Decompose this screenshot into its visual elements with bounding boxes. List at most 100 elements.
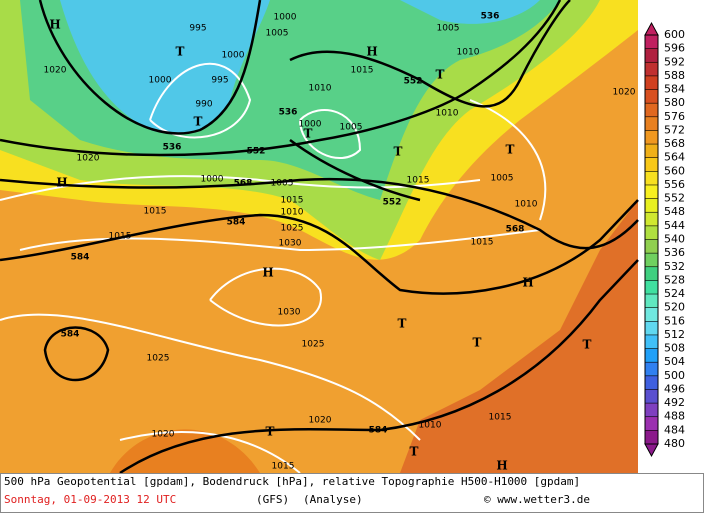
- colorbar-cell: [645, 89, 658, 104]
- colorbar-cell: [645, 171, 658, 186]
- contour-label: 1025: [147, 354, 170, 364]
- pressure-center: T: [194, 115, 203, 129]
- contour-label: 1015: [272, 462, 295, 472]
- colorbar-label: 532: [664, 260, 685, 273]
- colorbar-cell: [645, 225, 658, 240]
- contour-label: 1000: [274, 13, 297, 23]
- caption-date: Sonntag, 01-09-2013 12 UTC: [4, 493, 176, 506]
- colorbar-label: 504: [664, 355, 685, 368]
- colorbar-cell: [645, 35, 658, 50]
- contour-label: 1005: [266, 29, 289, 39]
- contour-label: 1000: [299, 120, 322, 130]
- contour-label: 1000: [222, 51, 245, 61]
- colorbar-label: 600: [664, 28, 685, 41]
- colorbar-label: 536: [664, 246, 685, 259]
- colorbar-label: 516: [664, 314, 685, 327]
- colorbar-cell: [645, 116, 658, 131]
- contour-label: 536: [163, 143, 182, 153]
- pressure-center: T: [506, 143, 515, 157]
- colorbar-cell: [645, 144, 658, 159]
- colorbar-cell: [645, 348, 658, 363]
- colorbar-label: 576: [664, 110, 685, 123]
- colorbar-label: 572: [664, 123, 685, 136]
- pressure-center: H: [366, 45, 377, 59]
- pressure-center: H: [49, 18, 60, 32]
- pressure-center: H: [56, 176, 67, 190]
- colorbar-cell: [645, 389, 658, 404]
- contour-label: 1000: [201, 175, 224, 185]
- colorbar-label: 592: [664, 55, 685, 68]
- contour-label: 1005: [437, 24, 460, 34]
- caption-line: 500 hPa Geopotential [gpdam], Bodendruck…: [4, 475, 580, 488]
- pressure-center: T: [436, 68, 445, 82]
- contour-label: 1015: [489, 413, 512, 423]
- colorbar-cell: [645, 294, 658, 309]
- contour-label: 1010: [515, 200, 538, 210]
- colorbar-cell: [645, 266, 658, 281]
- contour-label: 584: [61, 330, 80, 340]
- colorbar-label: 564: [664, 151, 685, 164]
- pressure-center: T: [398, 317, 407, 331]
- map-area: [0, 0, 639, 475]
- colorbar-label: 528: [664, 273, 685, 286]
- colorbar-cell: [645, 198, 658, 213]
- colorbar-cell: [645, 157, 658, 172]
- colorbar-cell: [645, 362, 658, 377]
- contour-label: 1020: [613, 88, 636, 98]
- contour-label: 1010: [436, 109, 459, 119]
- colorbar-label: 596: [664, 42, 685, 55]
- colorbar-cell: [645, 280, 658, 295]
- pressure-center: H: [262, 266, 273, 280]
- contour-label: 1010: [419, 421, 442, 431]
- contour-label: 1015: [351, 66, 374, 76]
- colorbar-cell: [645, 212, 658, 227]
- colorbar-label: 520: [664, 301, 685, 314]
- pressure-center: T: [410, 445, 419, 459]
- colorbar-label: 540: [664, 233, 685, 246]
- colorbar-label: 488: [664, 410, 685, 423]
- contour-label: 1015: [109, 232, 132, 242]
- colorbar-label: 492: [664, 396, 685, 409]
- pressure-center: T: [394, 145, 403, 159]
- map-labels: 995 1000 1005 1005 536 1010 1000 995 1000 1020 101…: [44, 12, 636, 473]
- contour-label: 584: [369, 426, 388, 436]
- colorbar-cell: [645, 430, 658, 445]
- colorbar-label: 560: [664, 164, 685, 177]
- colorbar-label: 484: [664, 423, 685, 436]
- colorbar-label: 580: [664, 96, 685, 109]
- colorbar-label: 552: [664, 192, 685, 205]
- warm-area: [400, 200, 638, 473]
- colorbar-cell: [645, 130, 658, 145]
- colorbar-cell: [645, 416, 658, 431]
- contour-label: 1030: [278, 308, 301, 318]
- colorbar-cell: [645, 103, 658, 118]
- contour-label: 1005: [491, 174, 514, 184]
- geopotential-lines: [0, 0, 639, 475]
- contour-label: 1015: [144, 207, 167, 217]
- contour-label: 1000: [149, 76, 172, 86]
- colorbar-label: 568: [664, 137, 685, 150]
- contour-label: 536: [279, 108, 298, 118]
- contour-label: 552: [383, 198, 402, 208]
- contour-label: 990: [195, 100, 212, 110]
- colorbar-cell: [645, 375, 658, 390]
- colorbar: 6005965925885845805765725685645605565525…: [644, 21, 685, 458]
- contour-label: 1010: [281, 208, 304, 218]
- colorbar-label: 548: [664, 205, 685, 218]
- colorbar-arrow: [644, 443, 659, 458]
- warm-area: [110, 429, 260, 473]
- colorbar-cell: [645, 321, 658, 336]
- colorbar-cell: [645, 403, 658, 418]
- pressure-center: T: [304, 127, 313, 141]
- colorbar-label: 588: [664, 69, 685, 82]
- contour-label: 552: [404, 77, 423, 87]
- contour-label: 1015: [407, 176, 430, 186]
- contour-label: 568: [506, 225, 525, 235]
- contour-label: 995: [189, 24, 206, 34]
- contour-label: 1015: [471, 238, 494, 248]
- contour-label: 1015: [281, 196, 304, 206]
- contour-label: 1005: [340, 123, 363, 133]
- pressure-center: H: [496, 459, 507, 473]
- colorbar-cell: [645, 307, 658, 322]
